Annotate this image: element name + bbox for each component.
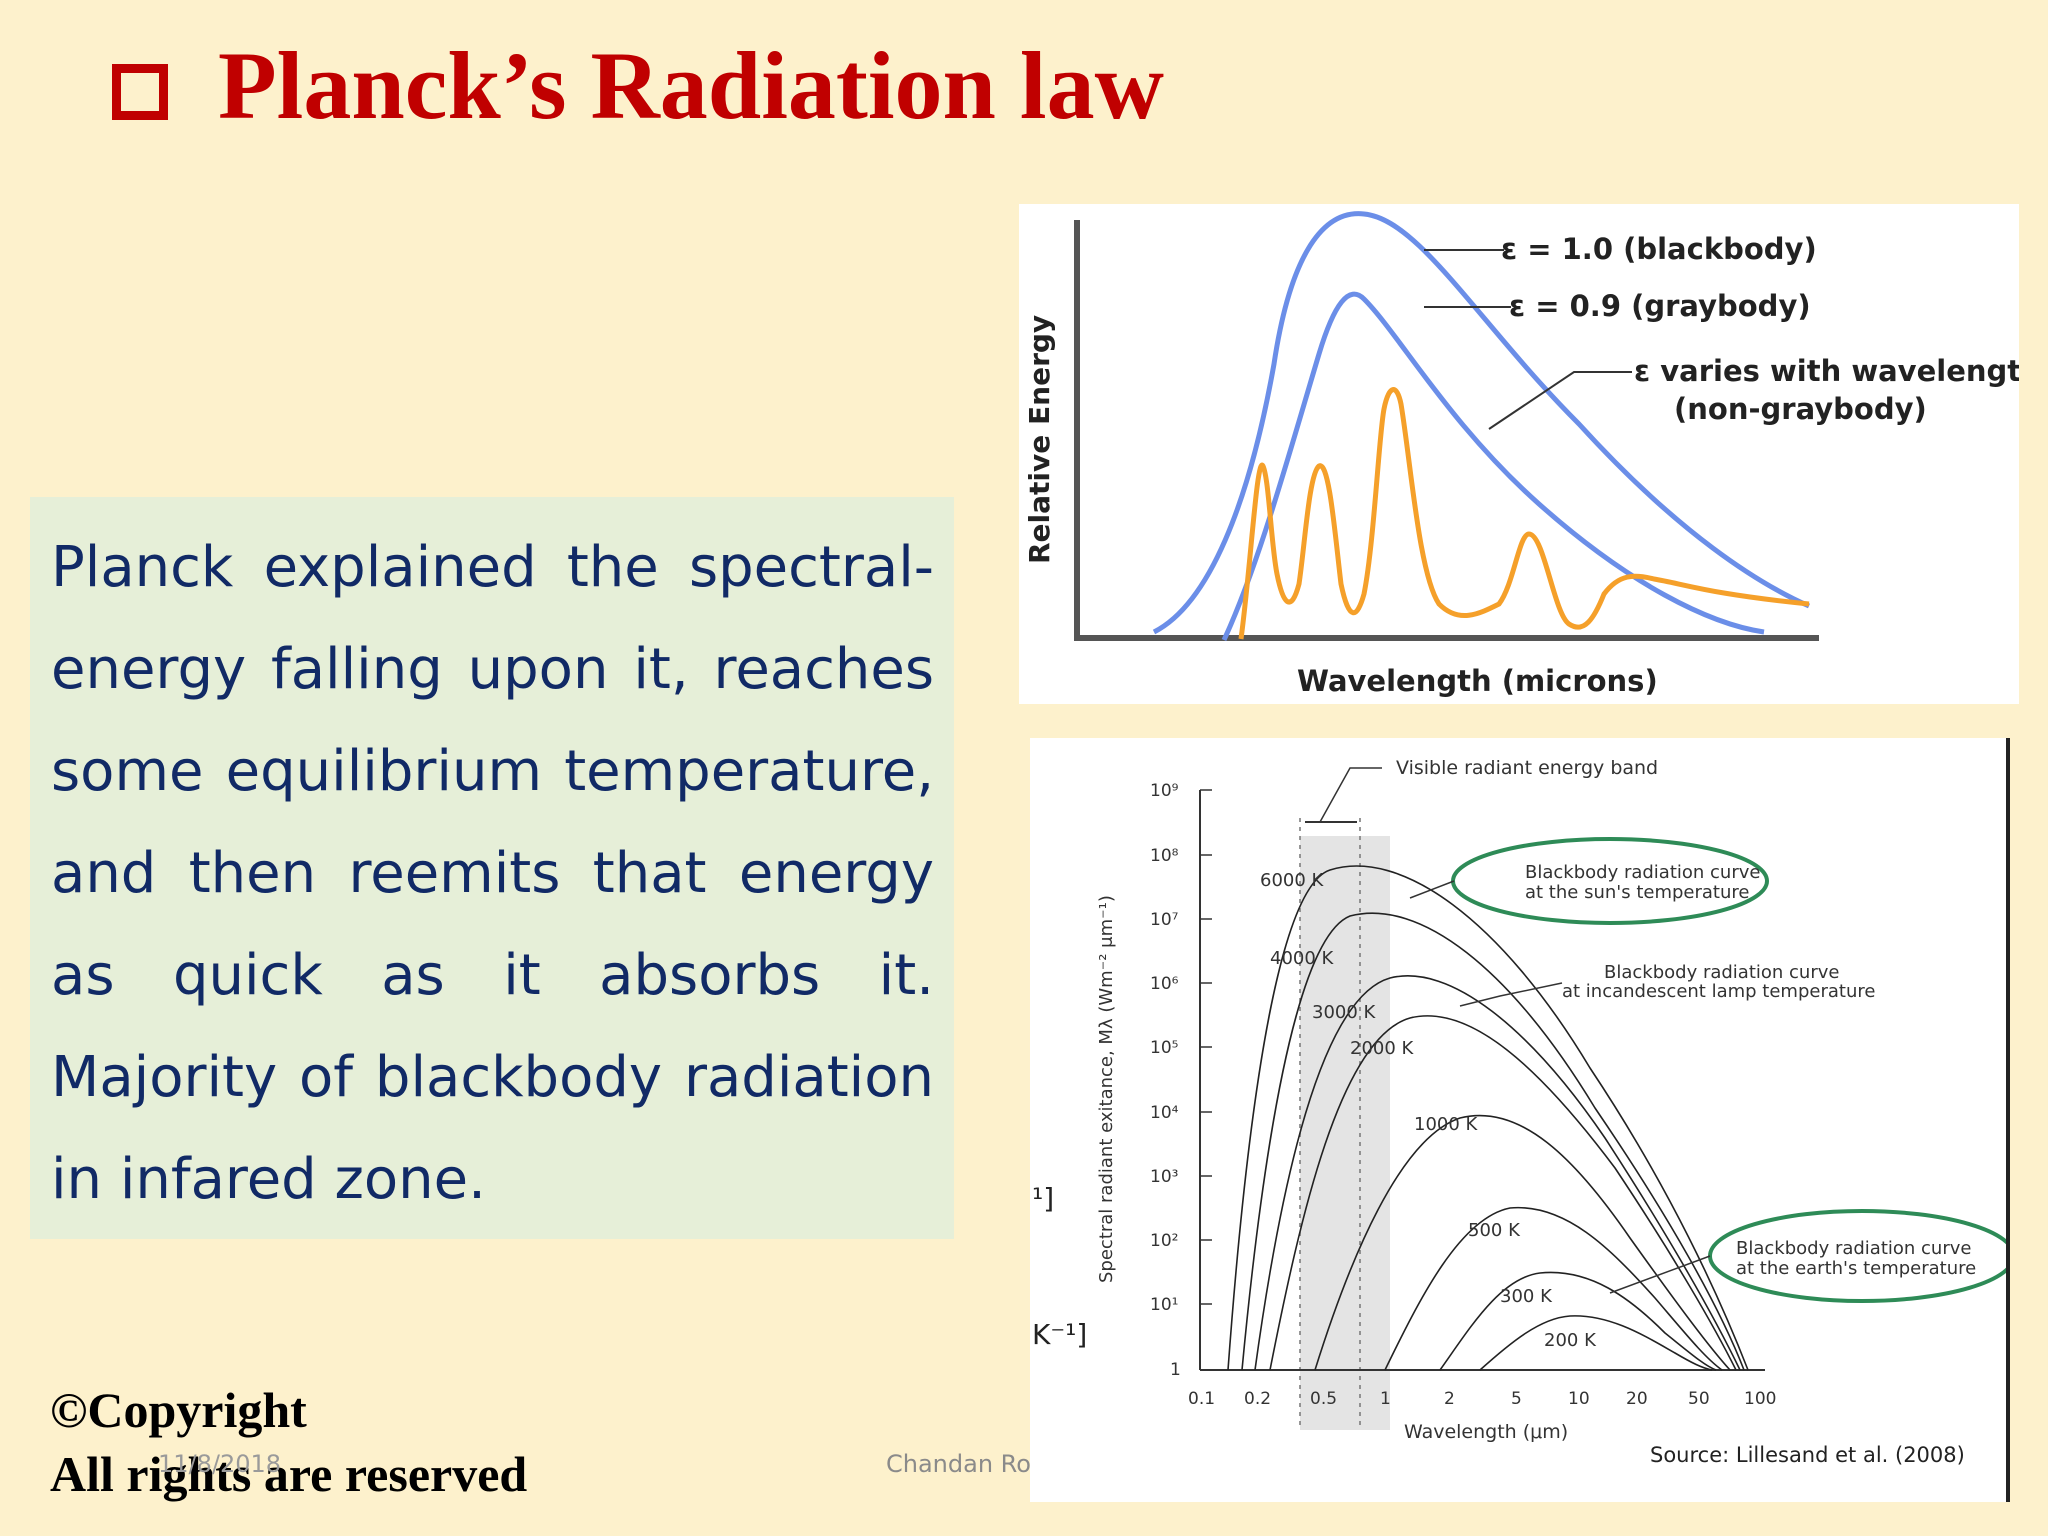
y-tick-1e7: 10⁷ [1150,910,1179,930]
non-graybody-curve [1238,387,1810,640]
curve-200k [1479,1315,1713,1371]
figure-source: Source: Lillesand et al. (2008) [1650,1443,1965,1467]
label-nongray-2: (non-graybody) [1674,392,1927,426]
sun-callout-line-2: at the sun's temperature [1525,882,1749,903]
x-tick-0-5: 0.5 [1310,1389,1337,1409]
x-tick-0-1: 0.1 [1188,1389,1215,1409]
lamp-callout-leader [1459,982,1563,1007]
x-tick-10: 10 [1568,1389,1590,1409]
lamp-callout-line-2: at incandescent lamp temperature [1562,981,1875,1002]
blackbody-svg: Visible radiant energy band 10⁹ 10⁸ 10⁷ … [1032,757,2016,1467]
x-tick-0-2: 0.2 [1244,1389,1271,1409]
label-nongray-1: ε varies with wavelength [1634,354,2019,388]
x-tick-2: 2 [1444,1389,1455,1409]
y-tick-marks [1200,789,1212,1305]
x-tick-labels: 0.1 0.2 0.5 1 2 5 10 20 50 100 [1188,1389,1776,1409]
slide-title-row: Planck’s Radiation law [112,30,1164,141]
curve-6000k [1227,865,1749,1371]
x-tick-1: 1 [1380,1389,1391,1409]
curve-300k [1439,1271,1717,1371]
emissivity-svg: ε = 1.0 (blackbody) ε = 0.9 (graybody) ε… [1023,211,2042,698]
x-tick-5: 5 [1511,1389,1522,1409]
label-2000k: 2000 K [1350,1038,1415,1059]
label-blackbody: ε = 1.0 (blackbody) [1501,232,1817,266]
curve-500k [1384,1206,1723,1371]
x-axis-label: Wavelength (microns) [1297,664,1658,698]
copyright-line-1: ©Copyright [50,1382,307,1438]
visible-band-leader [1319,767,1382,823]
y-tick-1: 1 [1170,1360,1181,1380]
sun-callout-line-1: Blackbody radiation curve [1525,862,1760,883]
y-tick-1e3: 10³ [1150,1167,1178,1187]
earth-callout-line-1: Blackbody radiation curve [1736,1238,1971,1259]
curve-3000k [1254,975,1741,1371]
label-6000k: 6000 K [1260,870,1325,891]
label-300k: 300 K [1500,1286,1553,1307]
curve-1000k [1314,1114,1731,1371]
y-axis-label: Spectral radiant exitance, Mλ (Wm⁻² μm⁻¹… [1096,895,1117,1283]
x-tick-50: 50 [1688,1389,1710,1409]
curve-2000k [1269,1015,1737,1371]
body-text-box: Planck explained the spectral-energy fal… [30,497,954,1239]
visible-band [1300,836,1390,1430]
nongray-leader [1488,371,1632,430]
earth-callout-leader [1609,1255,1711,1294]
copyright-line-2: All rights are reserved [50,1446,528,1502]
earth-callout-line-2: at the earth's temperature [1736,1258,1976,1279]
x-axis-label: Wavelength (μm) [1404,1421,1568,1443]
label-3000k: 3000 K [1312,1002,1377,1023]
emissivity-figure: ε = 1.0 (blackbody) ε = 0.9 (graybody) ε… [1019,204,2042,704]
body-text: Planck explained the spectral-energy fal… [51,535,934,1212]
curve-4000k [1241,912,1745,1371]
y-tick-1e5: 10⁵ [1150,1038,1178,1058]
copyright-block: ©Copyright All rights are reserved [50,1378,527,1506]
blackbody-curve [1152,211,1811,635]
x-tick-20: 20 [1626,1389,1648,1409]
y-tick-1e8: 10⁸ [1150,846,1179,866]
y-tick-1e6: 10⁶ [1150,974,1179,994]
lamp-callout-line-1: Blackbody radiation curve [1604,962,1839,983]
edge-fragment-2: K⁻¹] [1032,1318,1087,1351]
checkbox-bullet-icon [112,63,168,120]
graybody-curve [1221,291,1765,642]
label-500k: 500 K [1468,1220,1521,1241]
label-1000k: 1000 K [1414,1114,1479,1135]
label-graybody: ε = 0.9 (graybody) [1509,289,1811,323]
y-tick-1e2: 10² [1150,1231,1178,1251]
slide-title: Planck’s Radiation law [218,32,1164,139]
x-tick-100: 100 [1744,1389,1776,1409]
y-axis-label: Relative Energy [1023,315,1056,564]
temperature-curves [1227,865,1749,1371]
label-4000k: 4000 K [1270,948,1335,969]
label-200k: 200 K [1544,1330,1597,1351]
y-tick-1e4: 10⁴ [1150,1103,1179,1123]
sun-callout-leader [1409,880,1455,899]
blackbody-temperature-figure: Visible radiant energy band 10⁹ 10⁸ 10⁷ … [1030,738,2016,1502]
edge-fragment-1: ¹] [1032,1182,1054,1215]
figure-border [2006,738,2010,1502]
footer-date: 11/8/2018 [158,1450,282,1478]
y-tick-1e1: 10¹ [1150,1295,1178,1315]
y-tick-1e9: 10⁹ [1150,781,1179,801]
y-tick-labels: 10⁹ 10⁸ 10⁷ 10⁶ 10⁵ 10⁴ 10³ 10² 10¹ 1 [1150,781,1181,1380]
visible-band-label: Visible radiant energy band [1396,757,1658,779]
curve-labels: 6000 K 4000 K 3000 K 2000 K 1000 K 500 K… [1260,870,1597,1351]
